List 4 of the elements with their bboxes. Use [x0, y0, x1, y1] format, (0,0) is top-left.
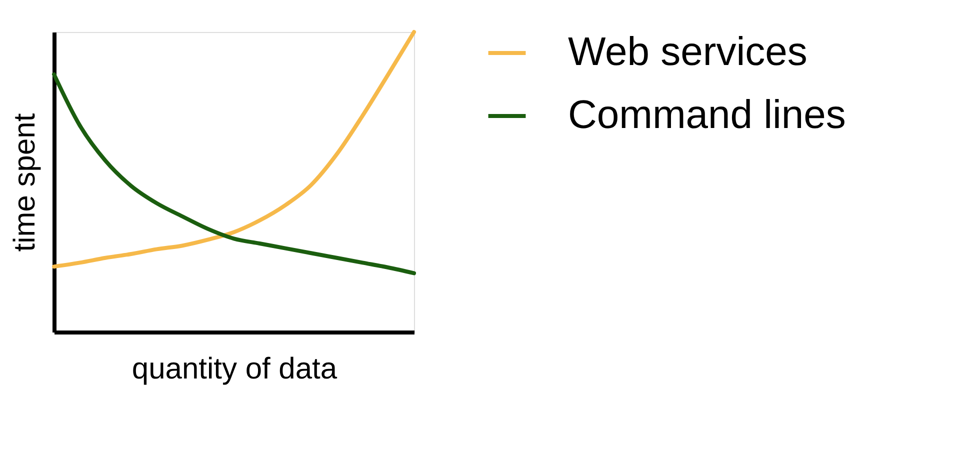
x-axis-title: quantity of data — [132, 352, 338, 386]
y-axis-title: time spent — [8, 112, 42, 252]
legend-label: Command lines — [568, 93, 846, 137]
legend-label: Web services — [568, 30, 808, 74]
